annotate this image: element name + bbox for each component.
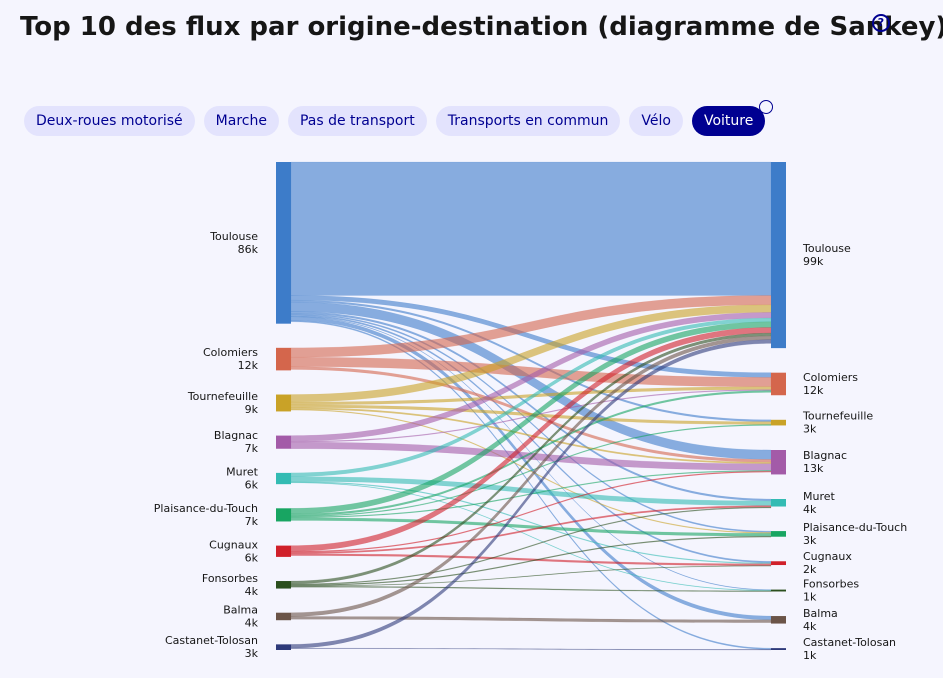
node (276, 508, 291, 522)
node (771, 561, 786, 566)
node-name: Muret (803, 490, 836, 503)
node-name: Colomiers (803, 371, 858, 384)
flow-link (290, 616, 772, 623)
node-value: 7k (245, 442, 259, 455)
node-name: Cugnaux (209, 538, 258, 551)
mode-tabs: Deux-roues motorisé Marche Pas de transpor… (24, 100, 774, 136)
node (276, 435, 291, 449)
node-value: 13k (803, 462, 824, 475)
node (771, 372, 786, 396)
node (276, 644, 291, 650)
node-name: Tournefeuille (802, 410, 873, 423)
node-name: Muret (226, 466, 259, 479)
node (276, 162, 291, 324)
flow-link (290, 565, 772, 587)
node-name: Plaisance-du-Touch (803, 521, 907, 534)
node-name: Cugnaux (803, 550, 852, 563)
mode-tab[interactable]: Transports en commun (435, 106, 621, 136)
node-value: 4k (245, 616, 259, 629)
node-value: 3k (803, 423, 817, 436)
tab-label: Vélo (641, 113, 671, 129)
flow-link (290, 404, 772, 425)
node-name: Fonsorbes (202, 572, 258, 585)
node (771, 616, 786, 624)
page-title: Top 10 des flux par origine-destination … (20, 12, 943, 42)
node-name: Balma (803, 607, 838, 620)
node-value: 6k (245, 551, 259, 564)
node-value: 1k (803, 649, 817, 662)
mode-tab[interactable]: Marche (203, 106, 279, 136)
flow-link (290, 553, 772, 566)
node (771, 450, 786, 475)
node (771, 162, 786, 349)
tab-label: Voiture (703, 113, 754, 129)
tab-label: Transports en commun (447, 113, 609, 129)
flow-link (290, 535, 772, 586)
node-name: Castanet-Tolosan (803, 636, 896, 649)
node-value: 9k (245, 403, 259, 416)
node-value: 12k (803, 384, 824, 397)
node (771, 499, 786, 507)
node-name: Blagnac (803, 449, 847, 462)
mode-tab[interactable]: Voiture (691, 100, 774, 136)
flow-link (290, 476, 772, 506)
node-value: 4k (245, 585, 259, 598)
help-icon[interactable]: ? (872, 14, 890, 32)
node (771, 531, 786, 537)
flow-link (290, 517, 772, 537)
node-name: Plaisance-du-Touch (154, 502, 258, 515)
node-name: Blagnac (214, 429, 258, 442)
node (771, 589, 786, 592)
tab-label: Pas de transport (299, 113, 415, 129)
node (771, 419, 786, 426)
node-name: Castanet-Tolosan (165, 634, 258, 647)
node (276, 581, 291, 589)
node (276, 472, 291, 485)
flow-link (290, 161, 772, 296)
node-value: 4k (803, 620, 817, 633)
node (276, 347, 291, 371)
node-value: 4k (803, 503, 817, 516)
node-name: Tournefeuille (187, 390, 258, 403)
node-value: 6k (245, 479, 259, 492)
node-name: Balma (223, 603, 258, 616)
node-value: 12k (238, 359, 259, 372)
node-value: 7k (245, 515, 259, 528)
mode-tab[interactable]: Deux-roues motorisé (24, 106, 195, 136)
node (276, 612, 291, 621)
flow-link (290, 647, 772, 651)
node-value: 99k (803, 255, 824, 268)
node-value: 86k (238, 243, 259, 256)
node (771, 648, 786, 650)
flow-link (290, 586, 772, 592)
node-value: 3k (245, 647, 259, 660)
node-name: Toulouse (209, 230, 258, 243)
mode-tab[interactable]: Pas de transport (287, 106, 427, 136)
node (276, 394, 291, 412)
node-value: 2k (803, 563, 817, 576)
node-name: Colomiers (203, 346, 258, 359)
node-name: Toulouse (802, 242, 851, 255)
tab-label: Marche (215, 113, 267, 129)
node-name: Fonsorbes (803, 578, 859, 591)
mode-tab[interactable]: Vélo (629, 106, 683, 136)
node-value: 3k (803, 534, 817, 547)
selected-check (759, 100, 774, 114)
node (276, 545, 291, 557)
tab-label: Deux-roues motorisé (36, 113, 183, 129)
flow-link (290, 506, 772, 585)
node-value: 1k (803, 591, 817, 604)
